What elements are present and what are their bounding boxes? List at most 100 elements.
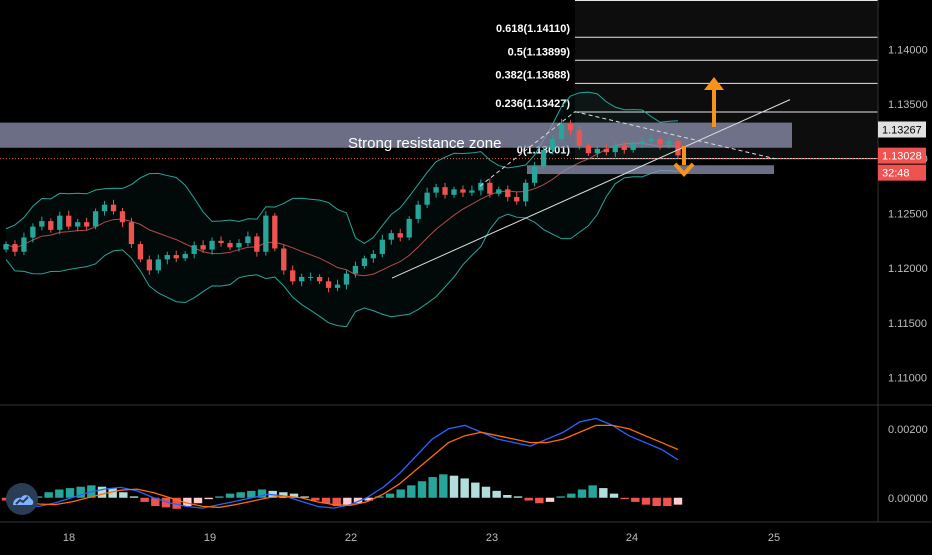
macd-histogram-bar bbox=[183, 497, 192, 507]
descending-trendline bbox=[574, 111, 776, 160]
candle-body bbox=[370, 253, 377, 259]
candle-body bbox=[307, 276, 314, 278]
macd-histogram-bar bbox=[129, 496, 139, 498]
candle-body bbox=[558, 123, 565, 140]
candle-body bbox=[110, 204, 117, 212]
macd-histogram-bar bbox=[492, 490, 501, 498]
macd-histogram-bar bbox=[353, 497, 363, 504]
candle-body bbox=[263, 215, 269, 252]
tradingview-cloud-icon[interactable] bbox=[6, 483, 38, 515]
macd-line bbox=[5, 417, 679, 509]
macd-histogram-bar bbox=[503, 495, 512, 498]
x-tick-label: 24 bbox=[626, 532, 638, 544]
candle-body bbox=[406, 218, 412, 238]
candle-body bbox=[460, 189, 466, 193]
y-tick-label: 1.12000 bbox=[888, 263, 928, 275]
candle-body bbox=[415, 204, 421, 219]
macd-histogram-bar bbox=[65, 488, 75, 498]
macd-histogram-bar bbox=[364, 497, 373, 501]
candle-body bbox=[119, 211, 126, 223]
macd-histogram-bar bbox=[332, 497, 341, 507]
macd-histogram-bar bbox=[172, 497, 181, 509]
candle-body bbox=[173, 255, 179, 259]
last-price-tag-bg bbox=[878, 147, 926, 164]
macd-layer bbox=[1, 417, 683, 509]
candle-body bbox=[66, 215, 72, 227]
candle-body bbox=[12, 244, 18, 252]
candle-body bbox=[505, 189, 511, 198]
macd-histogram-bar bbox=[247, 490, 256, 498]
candle-body bbox=[603, 148, 609, 153]
x-tick-label: 22 bbox=[345, 532, 357, 544]
x-tick-label: 19 bbox=[204, 532, 216, 544]
macd-histogram-bar bbox=[631, 497, 640, 502]
y-tick-label: 1.13500 bbox=[888, 99, 928, 111]
candle-body bbox=[487, 182, 493, 194]
candle-body bbox=[316, 276, 323, 282]
candle-body bbox=[128, 222, 135, 245]
bollinger-upper-line bbox=[5, 91, 679, 244]
fib-level-label: 0.5(1.13899) bbox=[508, 46, 571, 58]
candle-body bbox=[469, 190, 475, 193]
candle-body bbox=[272, 215, 278, 249]
candle-body bbox=[397, 233, 403, 238]
down-arrow-head bbox=[673, 162, 695, 177]
candle-body bbox=[227, 243, 233, 248]
macd-histogram-bar bbox=[321, 497, 331, 504]
candle-body bbox=[496, 189, 502, 194]
y-tick-label: 1.11500 bbox=[888, 318, 927, 330]
fib-anchor-line bbox=[479, 111, 576, 187]
ascending-trendline bbox=[391, 99, 791, 279]
macd-histogram-bar bbox=[620, 497, 629, 500]
macd-histogram-bar bbox=[279, 492, 288, 498]
candle-body bbox=[612, 145, 618, 153]
macd-histogram-bar bbox=[460, 478, 469, 498]
candle-body bbox=[621, 145, 627, 150]
candle-body bbox=[155, 259, 161, 271]
macd-histogram-bar bbox=[289, 493, 299, 498]
candle-body bbox=[191, 245, 197, 254]
candle-layer bbox=[3, 118, 681, 293]
candle-body bbox=[30, 226, 36, 238]
candle-body bbox=[576, 130, 583, 146]
macd-histogram-bar bbox=[300, 496, 309, 498]
candle-body bbox=[514, 197, 520, 202]
macd-histogram-bar bbox=[236, 492, 245, 498]
candle-body bbox=[352, 265, 359, 274]
candle-body bbox=[281, 248, 287, 271]
y-tick-label: 1.14000 bbox=[888, 44, 928, 56]
macd-histogram-bar bbox=[97, 486, 107, 498]
candle-body bbox=[101, 204, 108, 212]
candle-body bbox=[57, 215, 63, 230]
macd-histogram-bar bbox=[161, 497, 171, 508]
macd-histogram-bar bbox=[76, 486, 85, 498]
candle-body bbox=[83, 222, 90, 227]
candle-body bbox=[3, 244, 9, 250]
candle-body bbox=[451, 189, 457, 195]
macd-tick-label: 0.00000 bbox=[888, 493, 928, 505]
y-tick-label: 1.11000 bbox=[888, 373, 927, 385]
candle-body bbox=[424, 192, 430, 205]
candle-body bbox=[379, 239, 385, 254]
macd-histogram-bar bbox=[471, 482, 480, 498]
candle-body bbox=[442, 187, 448, 195]
candle-body bbox=[75, 222, 81, 227]
macd-histogram-bar bbox=[588, 485, 597, 498]
countdown-tag: 32:48 bbox=[882, 168, 910, 180]
candle-body bbox=[334, 284, 341, 288]
candle-body bbox=[639, 141, 645, 144]
x-tick-label: 25 bbox=[768, 532, 780, 544]
macd-histogram-bar bbox=[545, 497, 555, 502]
macd-histogram-bar bbox=[556, 496, 565, 498]
macd-histogram-bar bbox=[108, 488, 117, 498]
macd-histogram-bar bbox=[311, 497, 320, 501]
candle-body bbox=[325, 281, 332, 288]
macd-tick-label: 0.00200 bbox=[888, 424, 928, 436]
candle-body bbox=[549, 139, 556, 150]
macd-histogram-bar bbox=[513, 496, 523, 498]
candle-body bbox=[245, 236, 251, 243]
macd-histogram-bar bbox=[44, 492, 53, 498]
candle-body bbox=[343, 273, 350, 285]
candle-body bbox=[585, 145, 592, 154]
